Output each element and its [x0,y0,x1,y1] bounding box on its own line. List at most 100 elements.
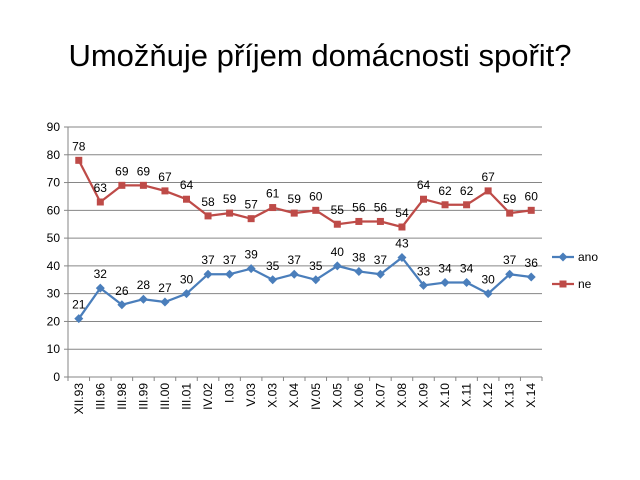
x-tick-label: X.06 [352,383,366,408]
data-point-ne [398,223,406,231]
data-point-ne [506,209,514,217]
y-tick-label: 0 [53,370,60,384]
data-label-ne: 67 [481,170,495,184]
data-point-ano [440,278,450,288]
data-point-ne [484,187,492,195]
data-point-ne [75,156,83,164]
data-point-ano [138,294,148,304]
data-point-ano [354,266,364,276]
data-label-ne: 78 [72,139,86,153]
data-point-ne [96,198,104,206]
data-point-ne [420,195,427,203]
data-point-ne [312,206,320,214]
x-tick-label: IV.05 [309,383,323,410]
data-label-ne: 64 [417,178,431,192]
data-point-ano [225,269,235,279]
data-label-ne: 59 [223,192,237,206]
data-point-ano [397,253,407,263]
data-point-ano [505,269,515,279]
x-tick-label: III.98 [115,383,129,410]
x-tick-label: III.99 [136,383,150,410]
data-label-ne: 58 [201,195,215,209]
data-label-ne: 69 [115,164,129,178]
y-tick-label: 50 [47,231,61,245]
data-label-ano: 39 [244,248,258,262]
data-label-ano: 35 [309,259,323,273]
data-label-ne: 59 [288,192,302,206]
data-label-ano: 40 [331,245,345,259]
data-point-ano [483,289,493,299]
data-label-ne: 64 [180,178,194,192]
data-label-ano: 37 [223,253,237,267]
x-tick-label: X.10 [438,383,452,408]
legend-marker-ano [558,252,568,262]
data-label-ano: 30 [180,273,194,287]
data-point-ne [247,215,255,223]
data-point-ne [463,201,471,209]
y-tick-label: 80 [47,148,61,162]
x-tick-label: X.13 [503,383,517,408]
y-tick-label: 70 [47,176,61,190]
slide-title: Umožňuje příjem domácnosti spořit? [68,38,572,73]
data-point-ne [355,217,363,225]
x-tick-label: III.00 [158,383,172,410]
y-tick-label: 30 [47,287,61,301]
data-label-ano: 37 [503,253,517,267]
data-label-ano: 21 [72,298,86,312]
data-label-ano: 43 [395,237,409,251]
x-tick-label: X.14 [524,383,538,408]
x-tick-label: XII.93 [72,383,86,415]
data-point-ano [268,275,278,285]
data-label-ne: 69 [137,164,151,178]
x-tick-label: X.08 [395,383,409,408]
data-label-ne: 54 [395,206,409,220]
data-point-ano [74,314,84,324]
data-point-ano [182,289,191,299]
data-point-ne [269,204,277,212]
data-point-ano [311,275,321,285]
legend-marker-ne [559,280,567,288]
data-label-ne: 67 [158,170,172,184]
data-label-ne: 56 [374,200,388,214]
data-point-ne [527,206,535,214]
data-point-ne [290,209,298,217]
data-point-ano [289,269,299,279]
data-label-ano: 35 [266,259,280,273]
data-label-ne: 61 [266,187,280,201]
x-tick-label: III.01 [180,383,194,410]
series-line-ano [77,256,532,320]
x-tick-label: I.03 [223,383,237,403]
data-label-ano: 36 [525,256,539,270]
data-label-ano: 34 [460,262,474,276]
x-tick-label: X.09 [417,383,431,408]
data-point-ano [117,300,127,310]
data-point-ne [376,217,384,225]
series-line-ne [77,159,532,229]
data-label-ano: 27 [158,281,172,295]
x-tick-label: X.12 [481,383,495,408]
data-point-ne [139,181,147,189]
x-tick-label: X.11 [460,383,474,407]
data-label-ano: 37 [374,253,388,267]
y-tick-label: 10 [47,342,61,356]
data-point-ne [183,195,190,203]
data-label-ano: 33 [417,264,431,278]
data-point-ano [95,283,105,293]
data-label-ne: 57 [244,198,258,212]
x-tick-label: X.05 [330,383,344,408]
data-point-ne [204,212,212,220]
data-point-ne [441,201,449,209]
data-label-ano: 30 [481,273,495,287]
data-label-ne: 59 [503,192,517,206]
data-label-ne: 62 [460,184,474,198]
y-tick-label: 60 [47,203,61,217]
y-tick-label: 20 [47,314,61,328]
data-point-ano [203,269,213,279]
data-point-ne [118,181,126,189]
data-label-ne: 60 [525,189,539,203]
data-point-ano [419,280,428,290]
legend-label-ano: ano [578,250,598,264]
data-point-ne [333,220,341,228]
data-label-ano: 34 [438,262,452,276]
